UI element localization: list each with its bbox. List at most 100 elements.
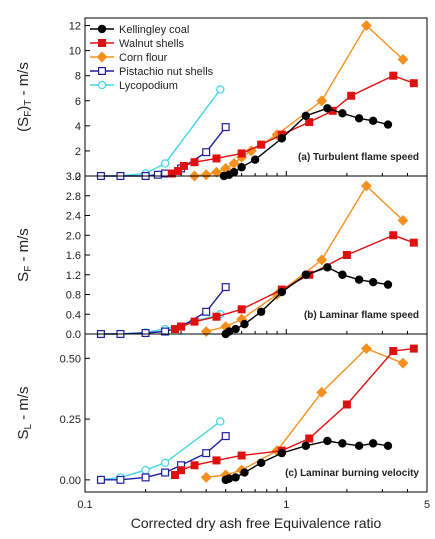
data-point [237,451,246,460]
data-point [338,439,347,448]
y-tick-label: 6 [75,96,81,108]
data-point [383,280,393,289]
data-point [202,307,211,316]
data-point [200,471,212,483]
data-point [216,417,225,426]
data-point [277,134,287,143]
data-point [160,458,170,468]
plot-frame [84,333,428,493]
y-axis-label: SF - m/s [15,228,34,282]
data-point [397,357,409,369]
data-point [397,214,409,226]
data-point [257,140,266,149]
data-point [212,312,221,321]
data-point [383,120,393,129]
data-point [221,432,230,441]
y-tick-label: 4 [75,121,81,133]
legend-item-corn-flour: Corn flour [90,51,168,64]
data-point [237,163,246,172]
data-point [179,161,188,170]
y-tick-label: 0.0 [66,329,81,341]
series-pistachio-nut-shells [96,123,230,181]
legend-swatch-marker [97,66,106,75]
data-point [141,465,150,475]
data-point [301,111,311,121]
data-point [389,71,398,80]
data-point [190,317,199,326]
data-point [347,91,356,100]
data-point [177,466,186,475]
data-point [202,148,211,157]
legend-swatch-marker [97,24,107,34]
series-kellingley-coal [221,263,393,339]
data-point [409,79,418,88]
series-line [100,89,221,177]
panel-annotation: (b) Laminar flame speed [304,310,419,321]
data-point [212,154,221,163]
data-point [389,347,398,356]
data-point [323,263,332,272]
data-point [360,20,372,31]
panel-annotation: (a) Turbulent flame speed [298,152,419,163]
data-point [360,343,372,355]
data-point [409,238,418,247]
y-tick-label: 2.4 [66,211,81,223]
data-point [256,458,266,468]
data-point [354,114,364,123]
data-point [256,307,266,316]
legend-item-lycopodium: Lycopodium [90,80,178,92]
legend-label: Kellingley coal [119,24,189,36]
data-point [342,251,351,260]
data-point [177,322,186,331]
data-point [277,287,287,297]
series-kellingley-coal [221,436,393,485]
data-point [141,473,150,482]
data-point [389,231,398,240]
legend-item-pistachio-nut-shells: Pistachio nut shells [90,66,214,78]
data-point [240,468,249,477]
data-point [229,168,239,177]
x-tick-label: 1 [283,499,289,511]
data-point [250,155,260,164]
x-axis: 0.1 1 5 [77,499,430,511]
data-point [323,104,332,113]
panel-laminar-flame-speed: 0.0 0.4 0.8 1.2 1.6 2.0 2.4 2.8 3.2 (b) Laminar … [15,171,428,341]
data-point [161,468,170,477]
series-walnut-shells [171,344,418,479]
data-point [211,166,222,178]
legend-label: Walnut shells [119,38,185,50]
data-point [153,170,162,179]
data-point [277,448,287,458]
y-tick-label: 0.8 [66,290,81,302]
legend-item-kellingley-coal: Kellingley coal [90,24,189,36]
data-point [354,441,364,451]
legend-swatch-marker [96,51,108,63]
y-tick-label: 0.4 [66,309,81,321]
data-point [237,149,246,158]
data-point [323,436,332,446]
data-point [216,85,225,94]
legend-swatch-marker [97,38,106,47]
panel-laminar-burning-velocity: 0.00 0.25 0.50 (c) Laminar burning velocit… [15,333,428,493]
data-point [116,475,125,484]
y-axis-label: SL - m/s [15,386,34,439]
data-point [96,475,105,484]
x-axis-label: Corrected dry ash free Equivalence ratio [131,515,382,531]
series-kellingley-coal [219,104,393,181]
data-point [338,109,347,118]
data-point [316,386,328,398]
data-point [397,53,409,65]
y-tick-label: 0 [75,171,81,183]
data-point [316,95,328,107]
series-pistachio-nut-shells [96,432,230,484]
data-point [237,305,246,314]
data-point [338,270,347,279]
y-tick-label: 0.00 [60,475,81,487]
data-point [383,441,393,451]
data-point [368,277,378,287]
y-tick-label: 10 [69,46,81,58]
series-line [174,234,415,330]
data-point [301,441,311,451]
data-point [221,283,230,292]
